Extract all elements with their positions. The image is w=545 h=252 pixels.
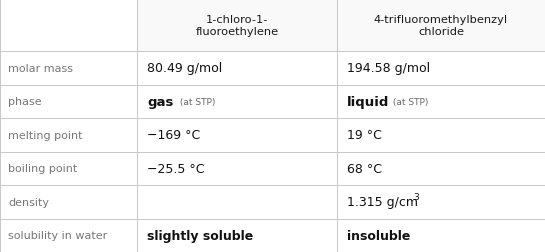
Text: phase: phase (8, 97, 41, 107)
Text: 68 °C: 68 °C (347, 162, 382, 175)
Text: insoluble: insoluble (347, 229, 410, 242)
Text: (at STP): (at STP) (177, 97, 215, 106)
Text: density: density (8, 197, 49, 207)
Bar (137, 0, 545, 52)
Text: 194.58 g/mol: 194.58 g/mol (347, 62, 430, 75)
Text: slightly soluble: slightly soluble (147, 229, 253, 242)
Text: (at STP): (at STP) (390, 97, 428, 106)
Text: liquid: liquid (347, 95, 389, 108)
Text: solubility in water: solubility in water (8, 230, 107, 240)
Text: 1-chloro-1-
fluoroethylene: 1-chloro-1- fluoroethylene (196, 15, 278, 37)
Text: 4-trifluoromethylbenzyl
chloride: 4-trifluoromethylbenzyl chloride (374, 15, 508, 37)
Text: boiling point: boiling point (8, 164, 77, 174)
Text: 80.49 g/mol: 80.49 g/mol (147, 62, 222, 75)
Text: molar mass: molar mass (8, 64, 73, 74)
Text: 19 °C: 19 °C (347, 129, 382, 142)
Text: −25.5 °C: −25.5 °C (147, 162, 204, 175)
Text: −169 °C: −169 °C (147, 129, 200, 142)
Text: 1.315 g/cm: 1.315 g/cm (347, 196, 418, 208)
Text: 3: 3 (413, 193, 419, 201)
Text: gas: gas (147, 95, 173, 108)
Text: melting point: melting point (8, 130, 82, 140)
